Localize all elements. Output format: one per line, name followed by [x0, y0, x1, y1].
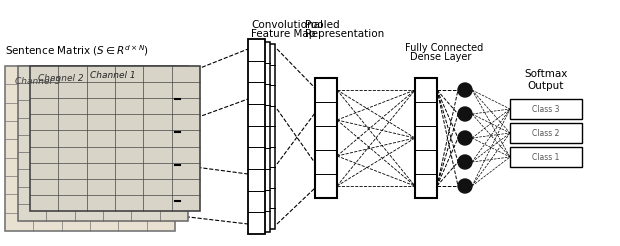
Bar [510, 99, 582, 119]
Text: Representation: Representation [305, 29, 384, 39]
Text: Class 3: Class 3 [532, 105, 560, 113]
Text: Convolutional: Convolutional [251, 20, 323, 30]
Bar [18, 66, 188, 221]
Circle shape [458, 83, 472, 97]
Circle shape [458, 131, 472, 145]
Text: Feature Map: Feature Map [251, 29, 316, 39]
Circle shape [458, 107, 472, 121]
Bar [315, 78, 337, 198]
Text: Softmax
Output: Softmax Output [525, 69, 568, 91]
Bar [510, 147, 582, 167]
Circle shape [458, 179, 472, 193]
Text: Pooled: Pooled [305, 20, 340, 30]
Text: Channel 2: Channel 2 [38, 74, 84, 83]
Bar [253, 42, 270, 232]
Bar [5, 66, 175, 231]
Bar [258, 44, 275, 229]
Bar [248, 39, 265, 234]
Circle shape [458, 155, 472, 169]
Text: Class 2: Class 2 [533, 128, 560, 138]
Bar [415, 78, 437, 198]
Bar [510, 123, 582, 143]
Text: Sentence Matrix ($S \in R^{d\times N}$): Sentence Matrix ($S \in R^{d\times N}$) [5, 43, 149, 58]
Bar [30, 66, 200, 211]
Text: Dense Layer: Dense Layer [410, 52, 471, 62]
Text: Class 1: Class 1 [533, 153, 560, 162]
Text: Channel 1: Channel 1 [90, 71, 136, 80]
Text: Fully Connected: Fully Connected [405, 43, 483, 53]
Text: Channel 3: Channel 3 [15, 77, 61, 86]
